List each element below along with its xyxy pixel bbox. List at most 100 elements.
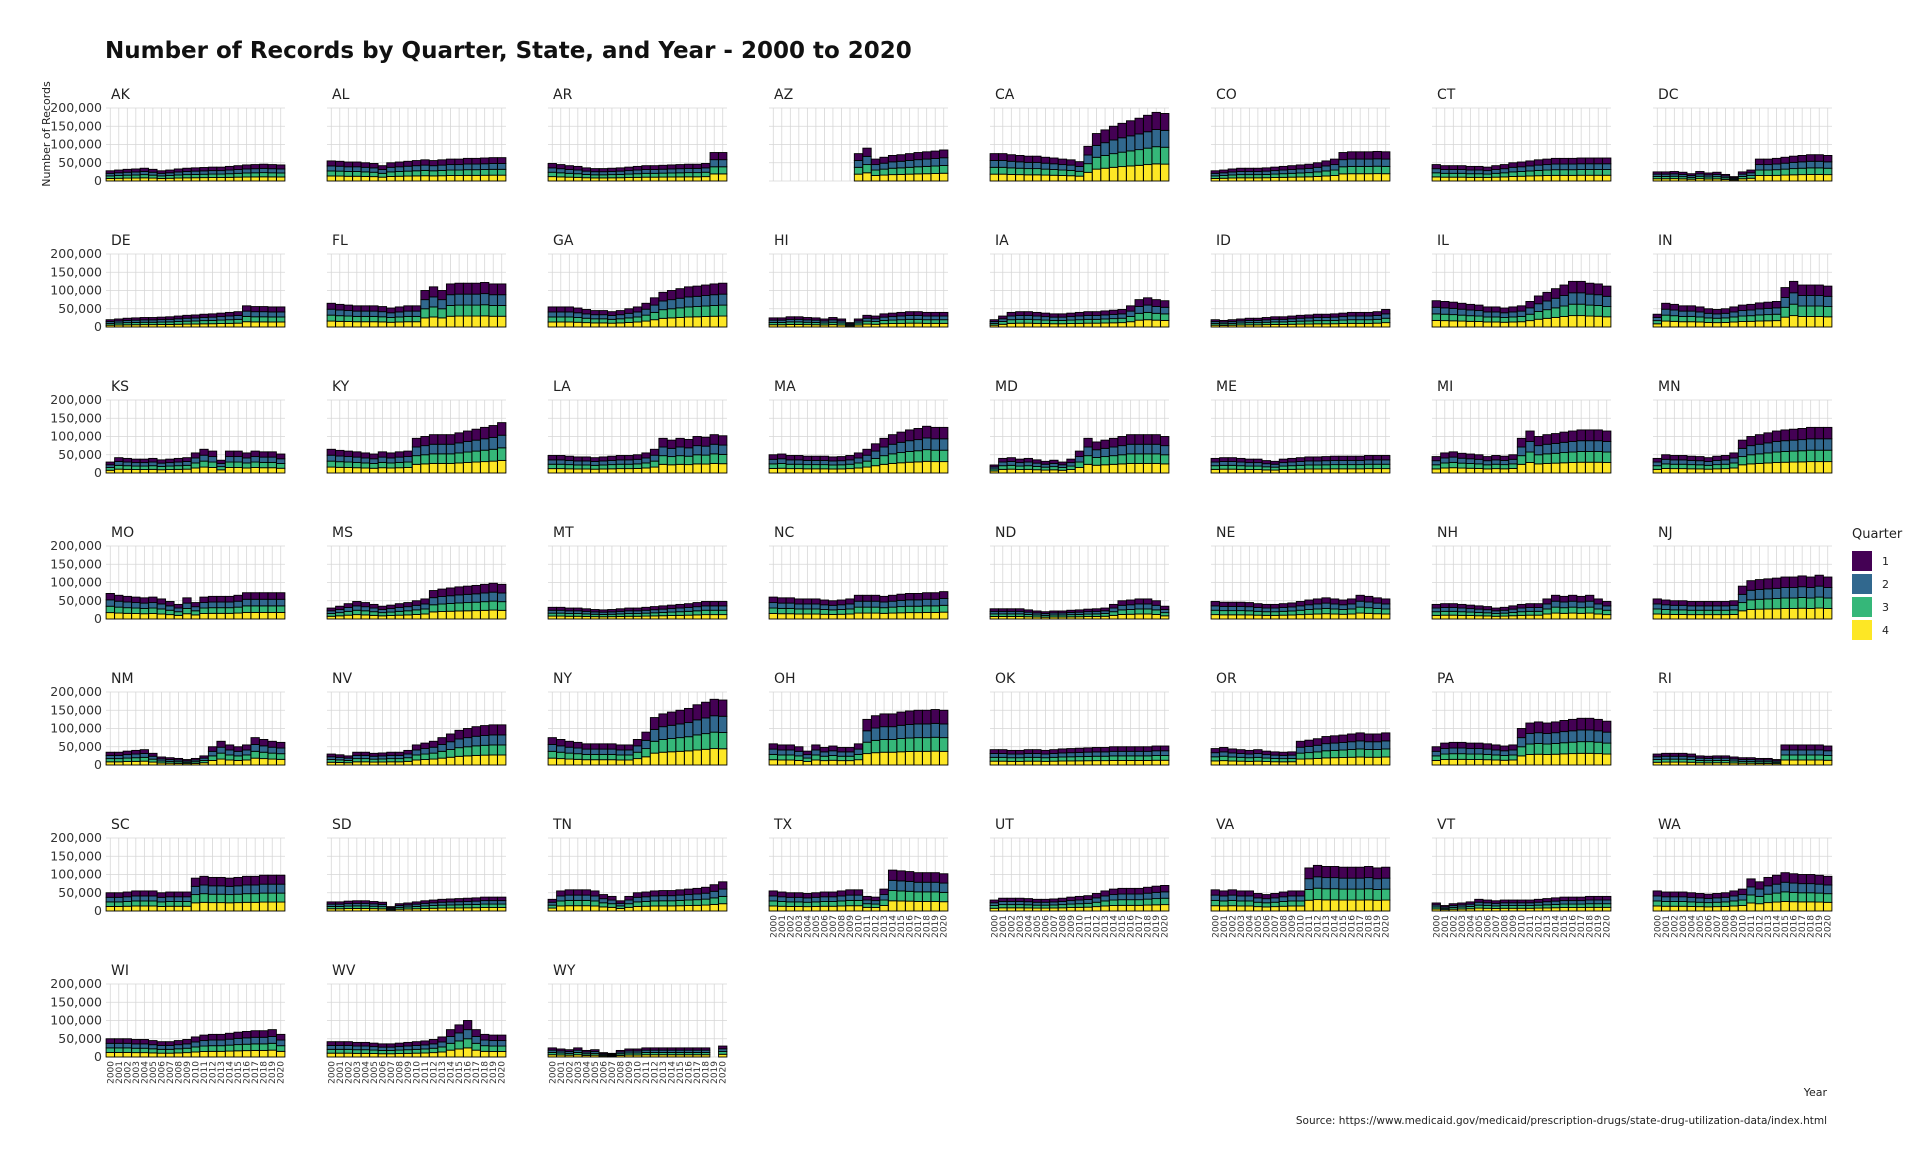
bar-ga-2019-q4: [709, 315, 719, 328]
bar-ks-2002-q1: [122, 457, 132, 463]
bar-ar-2008-q1: [615, 167, 626, 172]
panel-strip-label: CA: [995, 87, 1015, 103]
bar-sd-2015-q4: [454, 907, 464, 912]
bar-ct-2017-q3: [1576, 169, 1586, 176]
bar-ga-2017-q4: [692, 316, 702, 328]
bar-ak-2013-q4: [216, 177, 226, 182]
bar-il-2006-q2: [1482, 311, 1493, 318]
bar-ga-2004-q1: [581, 309, 591, 315]
bar-in-2010-q4: [1737, 321, 1748, 328]
panel-ny: NY: [547, 671, 728, 766]
bar-la-2020-q4: [718, 463, 728, 474]
bar-mi-2013-q2: [1542, 443, 1552, 455]
bar-co-2002-q3: [1227, 174, 1237, 179]
bar-ms-2009-q1: [403, 602, 413, 608]
bar-ar-2010-q3: [632, 173, 643, 178]
bar-fl-2006-q1: [377, 306, 388, 313]
bar-ks-2014-q4: [224, 467, 235, 474]
bar-ky-2013-q1: [437, 434, 447, 445]
bar-ne-2010-q2: [1295, 605, 1306, 611]
bar-ar-2015-q3: [675, 172, 685, 178]
bar-fl-2008-q2: [394, 311, 405, 318]
bar-ct-2020-q1: [1602, 157, 1612, 165]
bar-me-2013-q4: [1321, 468, 1331, 474]
bar-in-2013-q2: [1763, 307, 1773, 316]
bar-la-2012-q4: [649, 466, 660, 474]
bar-sc-2008-q4: [173, 905, 184, 912]
bar-ca-2003-q2: [1015, 161, 1025, 169]
bar-ia-2016-q3: [1126, 315, 1136, 323]
bar-mn-2015-q1: [1780, 429, 1790, 442]
bar-ma-2002-q1: [785, 455, 795, 461]
bar-ri-2016-q1: [1789, 744, 1799, 751]
bar-or-2010-q2: [1295, 746, 1306, 754]
bar-ct-2010-q1: [1516, 161, 1527, 168]
bar-sd-2016-q4: [463, 907, 473, 912]
bar-fl-2005-q2: [369, 310, 379, 317]
bar-mn-2006-q4: [1703, 468, 1714, 474]
bar-ks-2005-q2: [148, 461, 158, 467]
bar-nh-2017-q1: [1576, 595, 1586, 603]
panel-il: IL: [1431, 233, 1612, 328]
bar-la-2003-q2: [573, 460, 583, 466]
bar-me-2007-q1: [1270, 460, 1280, 465]
bar-ok-2011-q2: [1083, 751, 1093, 757]
bar-ca-2013-q1: [1100, 129, 1110, 144]
bar-me-2009-q4: [1287, 468, 1297, 474]
bar-la-2016-q2: [684, 447, 694, 457]
bar-or-2011-q3: [1304, 752, 1314, 760]
bar-mn-2004-q1: [1686, 455, 1696, 461]
bar-nc-2010-q3: [853, 606, 864, 614]
panel-strip-label: MO: [111, 525, 134, 541]
bar-pa-2002-q2: [1448, 747, 1458, 755]
bar-az-2016-q1: [905, 153, 915, 161]
bar-ma-2010-q3: [853, 462, 864, 469]
bar-ca-2006-q2: [1040, 162, 1051, 170]
bar-md-2011-q4: [1083, 463, 1093, 474]
bar-sc-2013-q2: [216, 885, 226, 895]
bar-ok-2003-q1: [1015, 749, 1025, 755]
bar-tx-2016-q3: [905, 890, 915, 902]
bar-nv-2004-q2: [360, 754, 370, 760]
bar-nv-2014-q1: [445, 733, 456, 743]
bar-al-2007-q3: [386, 171, 396, 177]
bar-or-2003-q2: [1236, 753, 1246, 758]
bar-sd-2018-q2: [480, 900, 490, 905]
bar-nh-2005-q3: [1474, 611, 1484, 617]
bar-ct-2014-q1: [1550, 157, 1561, 165]
bar-nj-2017-q2: [1797, 586, 1807, 598]
bar-pa-2000-q2: [1431, 750, 1441, 757]
bar-la-2002-q1: [564, 455, 574, 461]
bar-ma-2017-q1: [913, 428, 923, 441]
bar-me-2001-q1: [1219, 457, 1229, 462]
bar-ri-2003-q1: [1678, 752, 1688, 757]
bar-me-2006-q1: [1261, 460, 1272, 465]
bar-la-2013-q2: [658, 446, 668, 457]
bar-ky-2007-q4: [386, 467, 396, 474]
bar-ia-2010-q1: [1074, 311, 1085, 317]
bar-ky-2010-q3: [411, 455, 422, 465]
bar-ar-2006-q3: [598, 174, 609, 179]
bar-nc-2020-q2: [939, 598, 949, 606]
bar-ms-2018-q1: [480, 583, 490, 594]
bar-co-2013-q3: [1321, 170, 1331, 177]
bar-id-2009-q1: [1287, 315, 1297, 320]
bar-mn-2013-q2: [1763, 442, 1773, 454]
bar-ne-2015-q1: [1338, 599, 1348, 606]
bar-la-2015-q4: [675, 463, 685, 474]
y-tick-label: 150,000: [50, 410, 102, 425]
bar-nm-2008-q1: [173, 757, 184, 761]
bar-ia-2020-q1: [1160, 300, 1170, 308]
bar-sd-2017-q1: [471, 897, 481, 902]
bar-ms-2010-q3: [411, 609, 422, 615]
bar-md-2006-q1: [1040, 460, 1051, 465]
bar-ne-2006-q3: [1261, 611, 1272, 616]
bar-ri-2018-q3: [1806, 754, 1816, 761]
bar-mi-2013-q1: [1542, 434, 1552, 445]
bar-ms-2001-q4: [335, 615, 345, 620]
y-tick-label: 150,000: [50, 556, 102, 571]
bar-co-2020-q2: [1381, 158, 1391, 167]
bar-ca-2009-q1: [1066, 159, 1076, 166]
bar-tx-2010-q4: [853, 905, 864, 912]
